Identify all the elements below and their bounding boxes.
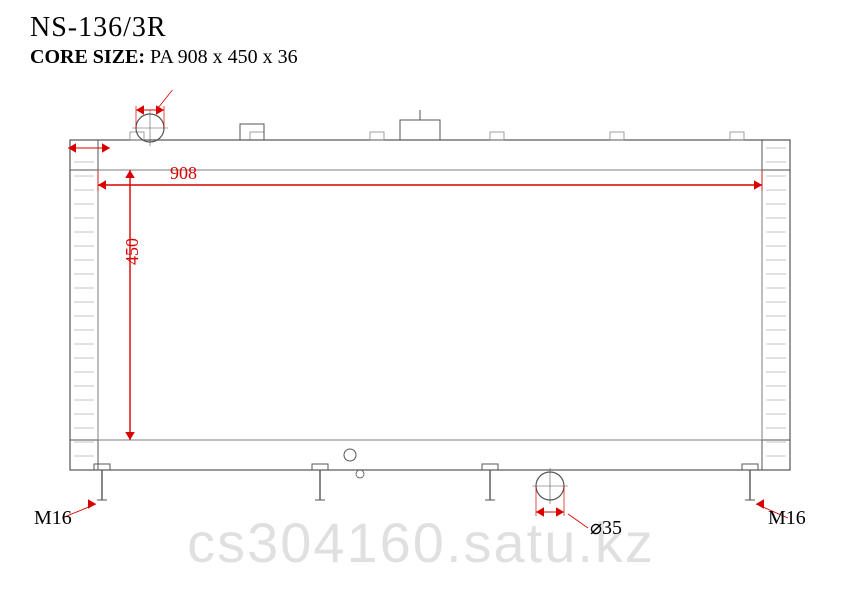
core-size-dims: 908 x 450 x 36 xyxy=(178,46,298,68)
dim-height-label: 450 xyxy=(122,238,142,265)
left-tank xyxy=(70,140,98,470)
top-port-dia-label: ⌀35 xyxy=(176,90,208,91)
core-size-prefix: PA xyxy=(150,46,173,68)
radiator-outer xyxy=(70,140,790,470)
technical-drawing: 908 450 ⌀35 ⌀35 M16 M16 xyxy=(30,90,812,540)
core-size-line: CORE SIZE: PA 908 x 450 x 36 xyxy=(30,46,298,69)
left-thread-label: M16 xyxy=(34,507,72,529)
part-number: NS-136/3R xyxy=(30,12,298,44)
sensor-housing xyxy=(400,120,440,140)
header-block: NS-136/3R CORE SIZE: PA 908 x 450 x 36 xyxy=(30,12,298,69)
dim-width-label: 908 xyxy=(170,163,197,183)
bottom-tank xyxy=(70,440,790,470)
core-area xyxy=(98,170,762,440)
bottom-port-dia-label: ⌀35 xyxy=(590,517,622,539)
right-thread-label: M16 xyxy=(768,507,806,529)
right-tank xyxy=(762,140,790,470)
core-size-label: CORE SIZE: xyxy=(30,46,145,68)
